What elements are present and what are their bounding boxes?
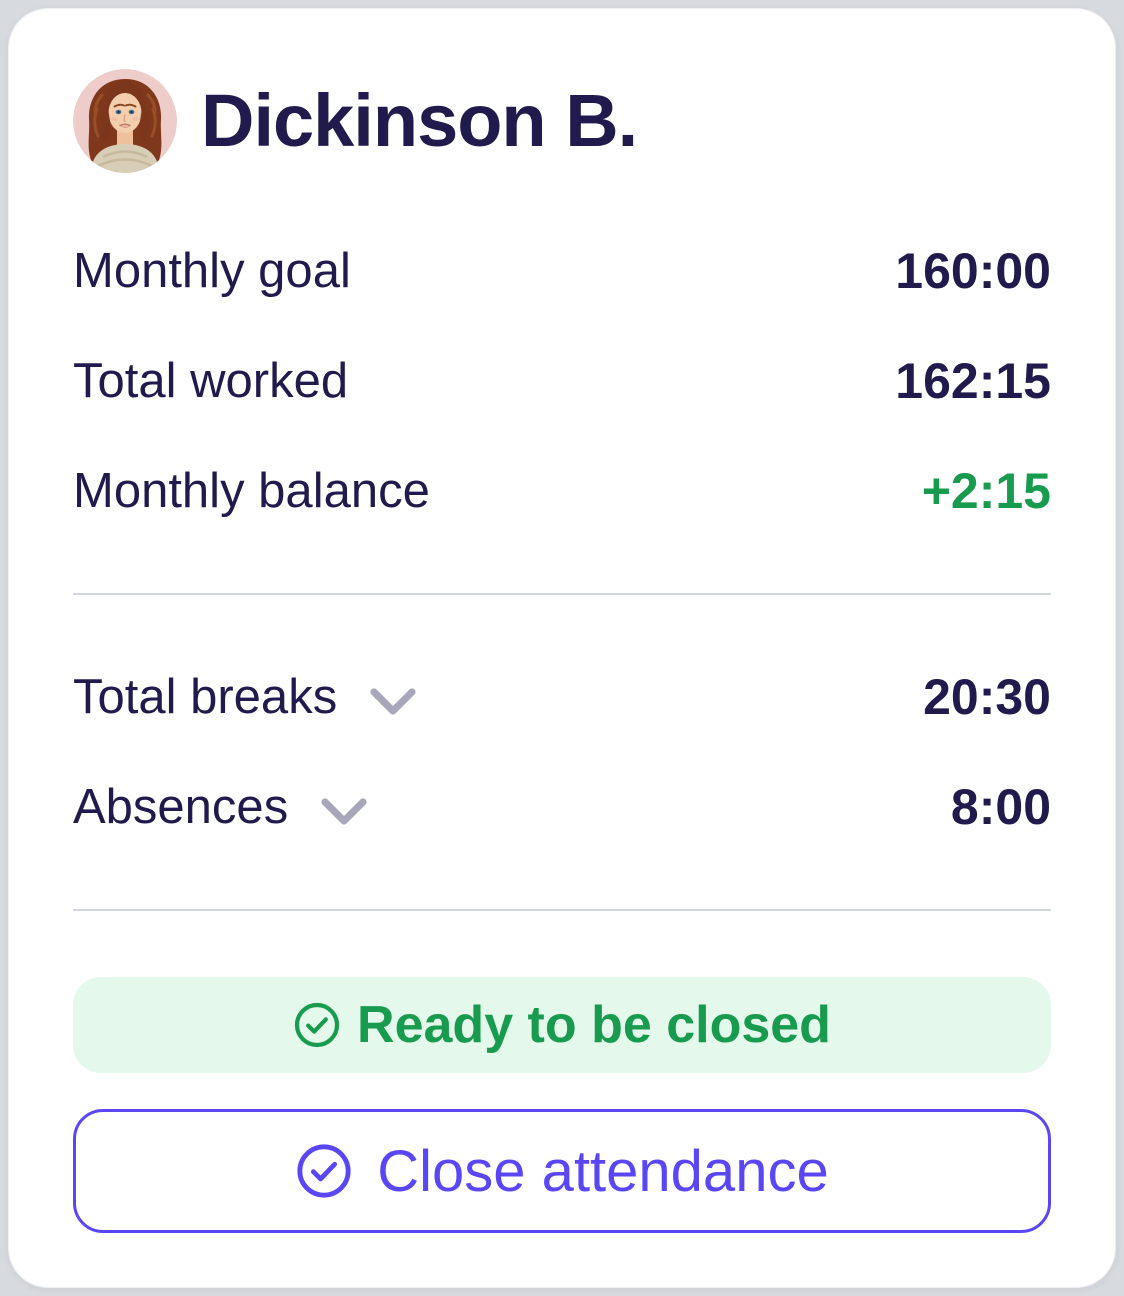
status-badge-label: Ready to be closed [357, 996, 831, 1054]
close-attendance-label: Close attendance [377, 1138, 829, 1204]
total-worked-label: Total worked [73, 354, 349, 408]
absences-label-text: Absences [73, 780, 289, 834]
monthly-balance-label: Monthly balance [73, 464, 430, 518]
total-worked-row: Total worked 162:15 [73, 353, 1051, 409]
check-circle-icon [293, 1001, 341, 1049]
absences-value: 8:00 [950, 779, 1051, 835]
chevron-down-icon [369, 678, 417, 716]
summary-section: Monthly goal 160:00 Total worked 162:15 … [73, 243, 1051, 519]
total-breaks-label: Total breaks [73, 669, 417, 725]
divider [73, 909, 1051, 911]
check-circle-icon [295, 1142, 353, 1200]
close-attendance-button[interactable]: Close attendance [73, 1109, 1051, 1233]
avatar [73, 69, 177, 173]
monthly-goal-row: Monthly goal 160:00 [73, 243, 1051, 299]
total-breaks-row: Total breaks 20:30 [73, 669, 1051, 725]
total-breaks-label-text: Total breaks [73, 670, 338, 724]
chevron-down-icon [320, 788, 368, 826]
monthly-goal-value: 160:00 [895, 243, 1051, 299]
divider [73, 593, 1051, 595]
absences-label: Absences [73, 779, 368, 835]
monthly-goal-label: Monthly goal [73, 244, 351, 298]
total-breaks-expand-button[interactable] [369, 678, 417, 716]
absences-expand-button[interactable] [320, 788, 368, 826]
details-section: Total breaks 20:30 Absences 8:00 [73, 669, 1051, 835]
attendance-card: Dickinson B. Monthly goal 160:00 Total w… [8, 8, 1116, 1288]
card-header: Dickinson B. [73, 69, 1051, 173]
total-breaks-value: 20:30 [923, 669, 1051, 725]
monthly-balance-value: +2:15 [921, 463, 1051, 519]
total-worked-value: 162:15 [895, 353, 1051, 409]
monthly-balance-row: Monthly balance +2:15 [73, 463, 1051, 519]
employee-name: Dickinson B. [201, 79, 638, 163]
absences-row: Absences 8:00 [73, 779, 1051, 835]
status-badge: Ready to be closed [73, 977, 1051, 1073]
